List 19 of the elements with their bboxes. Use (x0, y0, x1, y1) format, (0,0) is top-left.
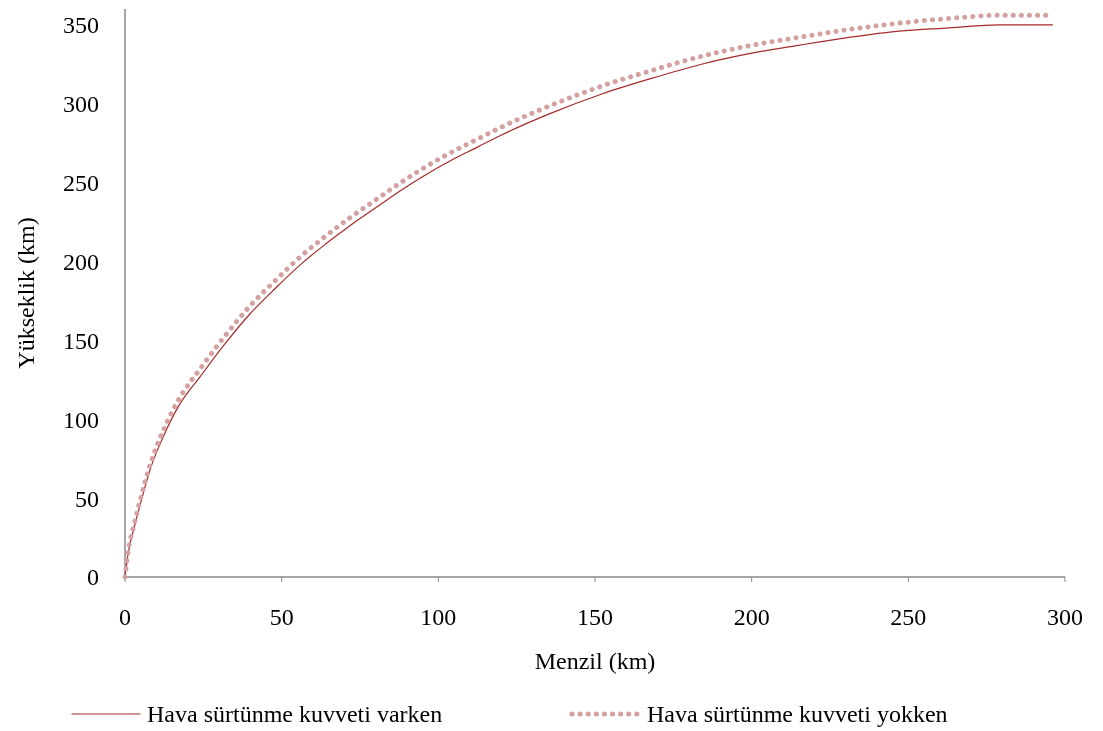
x-tick-label: 0 (119, 604, 131, 630)
x-tick-label: 200 (733, 604, 770, 630)
y-tick-label: 50 (75, 485, 99, 512)
x-tick-label: 300 (1047, 604, 1083, 630)
y-tick-label: 0 (87, 564, 99, 591)
y-tick-label: 300 (63, 91, 99, 118)
y-tick-label: 250 (63, 169, 99, 196)
legend-label: Hava sürtünme kuvveti yokken (647, 701, 948, 728)
y-tick-label: 100 (63, 406, 99, 433)
y-tick-label: 150 (63, 327, 99, 354)
x-axis-title: Menzil (km) (534, 648, 656, 674)
x-tick-label: 50 (269, 604, 294, 630)
y-tick-label: 200 (63, 248, 99, 275)
x-tick-label: 150 (577, 604, 613, 630)
y-axis-title: Yükseklik (km) (13, 217, 39, 369)
y-tick-label: 350 (63, 12, 99, 39)
legend-label: Hava sürtünme kuvveti varken (147, 701, 443, 728)
x-tick-label: 100 (420, 604, 457, 630)
x-tick-label: 250 (890, 604, 927, 630)
